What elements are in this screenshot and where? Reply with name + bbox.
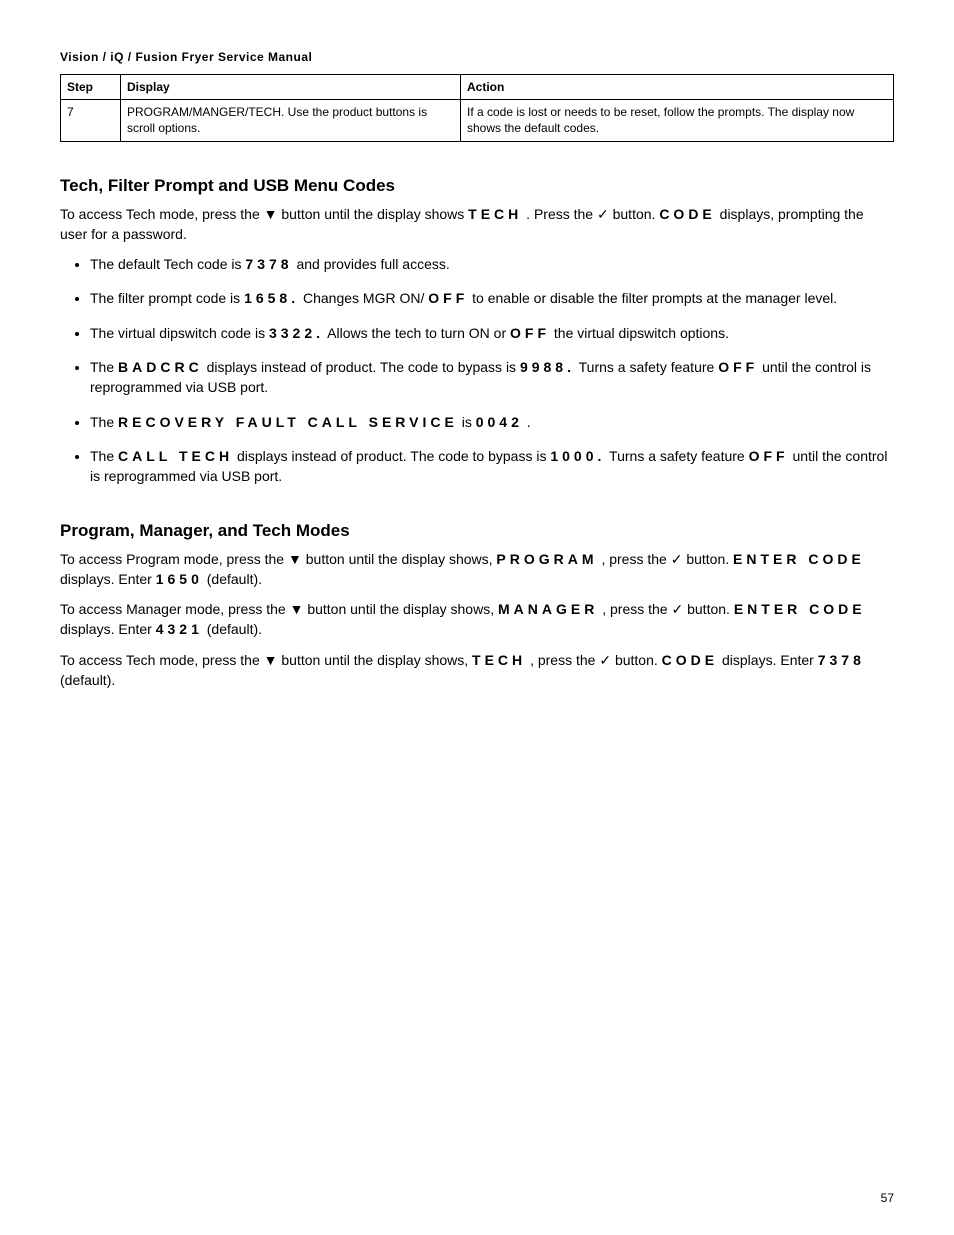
text: To access Tech mode, press the	[60, 652, 264, 668]
check-icon: ✓	[599, 650, 611, 670]
display-text: ENTER CODE	[734, 601, 866, 617]
display-text: OFF	[428, 290, 468, 306]
display-text: Recovery Fault Call Service	[118, 414, 458, 430]
text: button until the display shows	[281, 206, 468, 222]
list-item: The virtual dipswitch code is 3322. Allo…	[90, 323, 894, 343]
table-cell-step: 7	[61, 100, 121, 141]
text: button.	[615, 652, 662, 668]
text: and provides full access.	[296, 256, 449, 272]
display-text: OFF	[510, 325, 550, 341]
text: .	[527, 414, 531, 430]
table-row: 7 PROGRAM/MANGER/TECH. Use the product b…	[61, 100, 894, 141]
text: . Press the	[526, 206, 597, 222]
display-text: 7378	[245, 256, 292, 272]
text: displays instead of product. The code to…	[207, 359, 520, 375]
instructions-table: Step Display Action 7 PROGRAM/MANGER/TEC…	[60, 74, 894, 142]
display-text: 1650	[156, 571, 203, 587]
display-text: 0042	[476, 414, 523, 430]
display-text: CODE	[662, 652, 718, 668]
display-text: PROGRAM	[496, 551, 597, 567]
text: displays. Enter	[60, 571, 156, 587]
check-icon: ✓	[671, 549, 683, 569]
triangle-down-icon: ▼	[290, 599, 304, 619]
text: , press the	[602, 601, 671, 617]
display-text: OFF	[749, 448, 789, 464]
text: the virtual dipswitch options.	[554, 325, 729, 341]
section-title-pmt: Program, Manager, and Tech Modes	[60, 521, 894, 541]
page-number: 57	[881, 1191, 894, 1205]
display-text: 4321	[156, 621, 203, 637]
text: , press the	[601, 551, 670, 567]
display-text: BADCRC	[118, 359, 203, 375]
pmt-line: To access Tech mode, press the ▼ button …	[60, 650, 894, 691]
page: Vision / iQ / Fusion Fryer Service Manua…	[0, 0, 954, 1235]
text: displays. Enter	[722, 652, 818, 668]
text: To access Manager mode, press the	[60, 601, 290, 617]
display-text: MANAGER	[498, 601, 598, 617]
text: Turns a safety feature	[579, 359, 719, 375]
text: displays instead of product. The code to…	[237, 448, 550, 464]
text: (default).	[60, 672, 115, 688]
display-text: ENTER CODE	[733, 551, 865, 567]
display-text: TECH	[468, 206, 522, 222]
list-item: The default Tech code is 7378 and provid…	[90, 254, 894, 274]
text: (default).	[207, 621, 262, 637]
list-item: The filter prompt code is 1658. Changes …	[90, 288, 894, 308]
list-item: The Call Tech displays instead of produc…	[90, 446, 894, 487]
section-title-codes: Tech, Filter Prompt and USB Menu Codes	[60, 176, 894, 196]
text: Changes MGR ON/	[303, 290, 424, 306]
table-header-display: Display	[121, 75, 461, 100]
text: (default).	[207, 571, 262, 587]
check-icon: ✓	[671, 599, 683, 619]
check-icon: ✓	[597, 204, 609, 224]
text: To access Tech mode, press the	[60, 206, 264, 222]
text: , press the	[530, 652, 599, 668]
pmt-line: To access Program mode, press the ▼ butt…	[60, 549, 894, 590]
text: button until the display shows,	[307, 601, 498, 617]
display-text: Call Tech	[118, 448, 233, 464]
table-cell-display: PROGRAM/MANGER/TECH. Use the product but…	[121, 100, 461, 141]
table-header-row: Step Display Action	[61, 75, 894, 100]
text: button until the display shows,	[306, 551, 497, 567]
text: To access Program mode, press the	[60, 551, 288, 567]
text: The virtual dipswitch code is	[90, 325, 269, 341]
text: displays. Enter	[60, 621, 156, 637]
text: button until the display shows,	[281, 652, 472, 668]
display-text: 1000.	[550, 448, 605, 464]
text: Turns a safety feature	[609, 448, 749, 464]
display-text: OFF	[718, 359, 758, 375]
display-text: 1658.	[244, 290, 299, 306]
text: The filter prompt code is	[90, 290, 244, 306]
text: button.	[686, 551, 733, 567]
text: The	[90, 359, 118, 375]
codes-intro: To access Tech mode, press the ▼ button …	[60, 204, 894, 245]
display-text: 7378	[818, 652, 865, 668]
text: is	[462, 414, 476, 430]
table-header-step: Step	[61, 75, 121, 100]
pmt-line: To access Manager mode, press the ▼ butt…	[60, 599, 894, 640]
triangle-down-icon: ▼	[288, 549, 302, 569]
text: to enable or disable the filter prompts …	[472, 290, 837, 306]
page-header: Vision / iQ / Fusion Fryer Service Manua…	[60, 50, 894, 64]
triangle-down-icon: ▼	[264, 204, 278, 224]
display-text: 3322.	[269, 325, 324, 341]
text: The	[90, 448, 118, 464]
triangle-down-icon: ▼	[264, 650, 278, 670]
text: The default Tech code is	[90, 256, 245, 272]
display-text: 9988.	[520, 359, 575, 375]
text: Allows the tech to turn ON or	[327, 325, 510, 341]
table-header-action: Action	[461, 75, 894, 100]
text: button.	[613, 206, 660, 222]
text: button.	[687, 601, 734, 617]
display-text: TECH	[472, 652, 526, 668]
text: The	[90, 414, 118, 430]
table-cell-action: If a code is lost or needs to be reset, …	[461, 100, 894, 141]
list-item: The Recovery Fault Call Service is 0042 …	[90, 412, 894, 432]
display-text: CODE	[659, 206, 715, 222]
codes-bullets: The default Tech code is 7378 and provid…	[90, 254, 894, 486]
list-item: The BADCRC displays instead of product. …	[90, 357, 894, 398]
